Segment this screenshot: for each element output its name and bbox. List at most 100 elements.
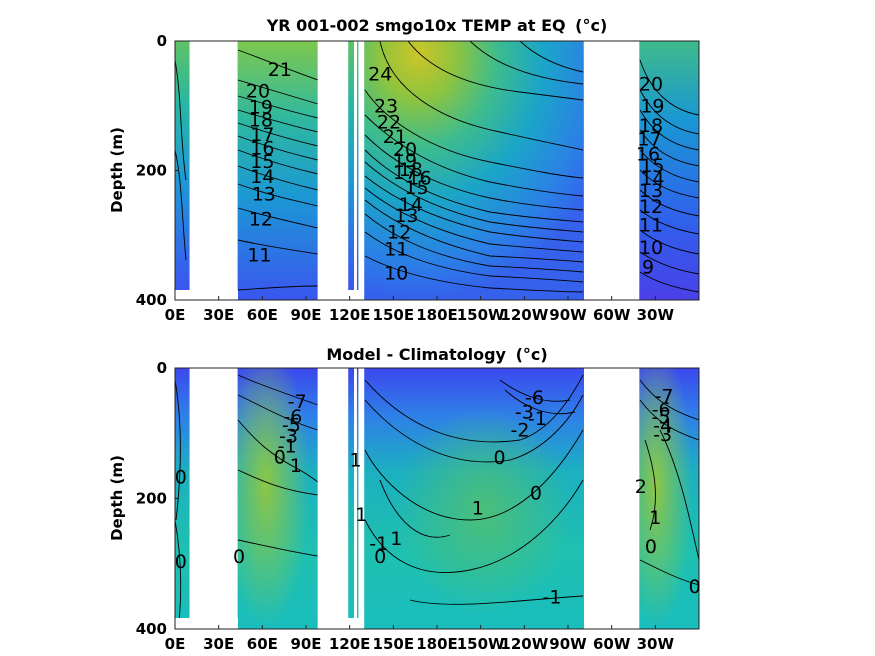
x-tick-label: 120W bbox=[500, 306, 548, 324]
contour-label: 16 bbox=[407, 167, 431, 189]
contour-label: 21 bbox=[268, 59, 292, 81]
temperature-field bbox=[175, 41, 699, 300]
contour-label: 20 bbox=[639, 73, 663, 95]
x-tick-label: 60E bbox=[247, 635, 278, 653]
x-tick-label: 60W bbox=[593, 306, 631, 324]
contour-label: 1 bbox=[472, 497, 484, 519]
contour-label: 15 bbox=[405, 177, 429, 199]
contour-label: 2 bbox=[635, 476, 647, 498]
contour-label: 0 bbox=[233, 546, 245, 568]
contour-label: 11 bbox=[639, 215, 663, 237]
contour-label: -2 bbox=[510, 420, 529, 442]
contour-label: 16 bbox=[250, 137, 274, 159]
contour-label: 12 bbox=[387, 222, 411, 244]
contour-label: 0 bbox=[274, 446, 286, 468]
contour-label: -5 bbox=[652, 407, 671, 429]
contour-label: -6 bbox=[283, 406, 302, 428]
contour-label: -6 bbox=[525, 387, 544, 409]
contour-label: 18 bbox=[249, 110, 273, 132]
contour-label: 14 bbox=[399, 194, 423, 216]
x-tick-label: 90E bbox=[290, 306, 321, 324]
y-axis-label: Depth (m) bbox=[108, 127, 126, 213]
y-axis-ticks: 0 200 400 bbox=[136, 359, 179, 638]
contour-label: 15 bbox=[250, 151, 274, 173]
contour-label: -1 bbox=[528, 408, 547, 430]
x-tick-label: 30W bbox=[637, 635, 675, 653]
contour-label: 19 bbox=[640, 95, 664, 117]
x-tick-label: 180E bbox=[416, 306, 458, 324]
contour-label: -1 bbox=[543, 587, 562, 609]
y-axis-ticks: 0 200 400 bbox=[136, 32, 179, 309]
difference-field bbox=[175, 368, 699, 629]
contour-label: 11 bbox=[247, 244, 271, 266]
x-tick-label: 150W bbox=[457, 635, 505, 653]
contour-labels: -7-6-5-3-10 100 011-10110-2-1-3-60-1-7-6-5… bbox=[175, 386, 701, 609]
contour-label: -3 bbox=[515, 401, 534, 423]
contour-label: 12 bbox=[639, 196, 663, 218]
contour-label: 10 bbox=[384, 262, 408, 284]
x-tick-label: 90W bbox=[549, 635, 587, 653]
contour-label: 24 bbox=[368, 64, 392, 86]
y-tick-label: 400 bbox=[136, 620, 167, 638]
contour-label: 12 bbox=[249, 209, 273, 231]
contour-label: -3 bbox=[279, 426, 298, 448]
contour-label: 10 bbox=[639, 237, 663, 259]
y-tick-label: 0 bbox=[157, 32, 167, 50]
x-tick-label: 90W bbox=[549, 306, 587, 324]
chart-title-text: Model - Climatology bbox=[326, 345, 506, 364]
contour-label: 19 bbox=[249, 97, 273, 119]
contour-label: 19 bbox=[393, 150, 417, 172]
contour-label: 21 bbox=[383, 126, 407, 148]
x-tick-label: 120W bbox=[500, 635, 548, 653]
contour-label: 1 bbox=[390, 528, 402, 550]
chart-title: Model - Climatology (°c) bbox=[326, 345, 547, 364]
contour-label: -1 bbox=[278, 435, 297, 457]
contour-label: 17 bbox=[250, 124, 274, 146]
x-tick-label: 30E bbox=[203, 635, 234, 653]
contour-lines bbox=[175, 41, 699, 293]
contour-label: 16 bbox=[636, 143, 660, 165]
y-axis-label: Depth (m) bbox=[108, 455, 126, 541]
contour-label: 15 bbox=[640, 155, 664, 177]
contour-label: 0 bbox=[645, 536, 657, 558]
contour-label: 0 bbox=[374, 546, 386, 568]
y-tick-label: 0 bbox=[157, 359, 167, 377]
contour-label: -5 bbox=[282, 414, 301, 436]
x-tick-label: 30E bbox=[203, 306, 234, 324]
chart-title-unit: (°c) bbox=[575, 16, 607, 35]
contour-label: 0 bbox=[494, 447, 506, 469]
land-masks bbox=[175, 41, 640, 300]
temperature-panel: 2120191817161514131211242322212019181716… bbox=[108, 16, 700, 324]
x-tick-label: 0E bbox=[165, 306, 186, 324]
chart-title: YR 001-002 smgo10x TEMP at EQ (°c) bbox=[266, 16, 608, 35]
difference-panel: -7-6-5-3-10 100 011-10110-2-1-3-60-1-7-6-5… bbox=[108, 345, 701, 653]
x-tick-label: 150E bbox=[373, 635, 415, 653]
y-tick-label: 400 bbox=[136, 291, 167, 309]
x-tick-label: 150E bbox=[373, 306, 415, 324]
contour-label: 20 bbox=[393, 139, 417, 161]
contour-label: 1 bbox=[349, 450, 361, 472]
contour-lines bbox=[175, 374, 699, 629]
contour-label: 14 bbox=[640, 168, 664, 190]
x-tick-label: 60W bbox=[593, 635, 631, 653]
contour-label: 0 bbox=[175, 467, 187, 489]
y-tick-label: 200 bbox=[136, 162, 167, 180]
contour-label: 0 bbox=[175, 551, 187, 573]
chart-title-unit: (°c) bbox=[516, 345, 548, 364]
x-tick-label: 0E bbox=[165, 635, 186, 653]
contour-label: 0 bbox=[530, 482, 542, 504]
x-tick-label: 120E bbox=[329, 635, 371, 653]
contour-label: 14 bbox=[250, 166, 274, 188]
contour-label: 1 bbox=[290, 455, 302, 477]
x-tick-label: 120E bbox=[329, 306, 371, 324]
contour-label: 1 bbox=[355, 504, 367, 526]
chart-title-text: YR 001-002 smgo10x TEMP at EQ bbox=[266, 16, 566, 35]
contour-label: -7 bbox=[655, 386, 674, 408]
contour-label: 18 bbox=[639, 115, 663, 137]
contour-label: 13 bbox=[639, 180, 663, 202]
x-tick-label: 30W bbox=[637, 306, 675, 324]
contour-label: -7 bbox=[288, 391, 307, 413]
x-tick-label: 90E bbox=[290, 635, 321, 653]
